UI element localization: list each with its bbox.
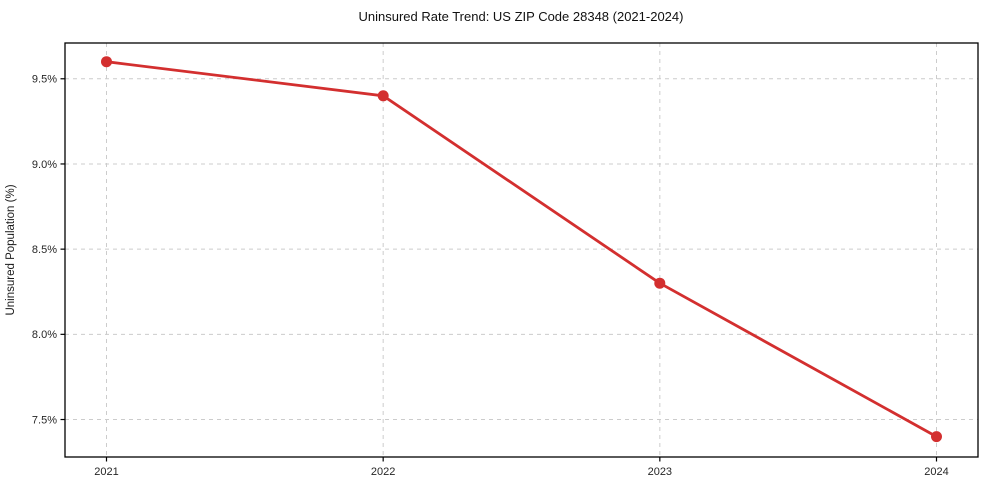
y-tick-label: 9.5% [32,74,57,86]
data-point-marker [101,56,112,68]
chart-title: Uninsured Rate Trend: US ZIP Code 28348 … [359,9,684,24]
data-series [101,56,942,443]
data-point-marker [931,431,942,443]
gridlines [65,43,978,457]
x-tick-label: 2021 [94,466,118,478]
x-tick-label: 2023 [648,466,672,478]
plot-border [64,42,979,458]
axis-ticks: 7.5% 8.0% 8.5% 9.0% 9.5% 2021 2022 2023 2024 [32,74,949,478]
y-tick-label: 8.5% [32,244,57,256]
x-tick-label: 2022 [371,466,395,478]
data-line [105,60,938,438]
y-tick-label: 7.5% [32,414,57,426]
y-tick-label: 9.0% [32,159,57,171]
x-tick-label: 2024 [924,466,948,478]
data-point-marker [654,277,666,289]
y-axis-label: Uninsured Population (%) [5,184,17,315]
y-tick-label: 8.0% [32,329,57,341]
data-point-marker [377,90,389,102]
